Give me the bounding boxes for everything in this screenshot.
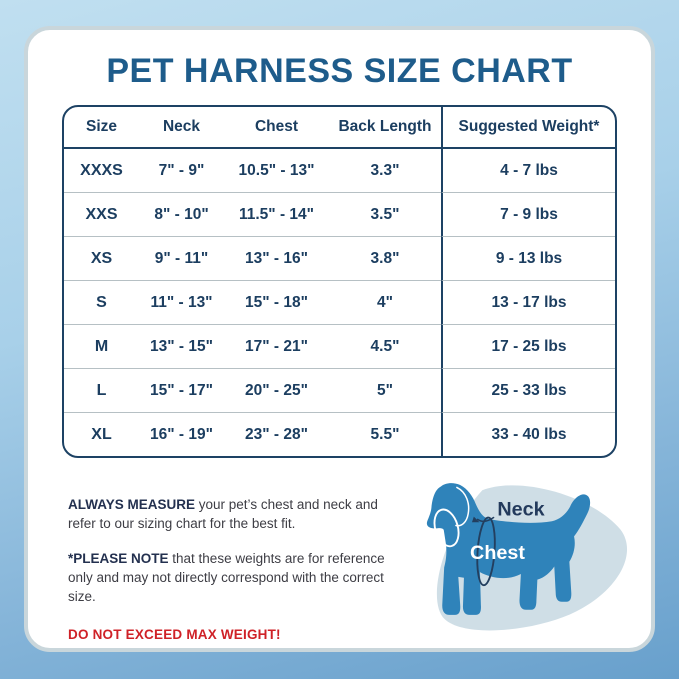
- table-cell-chest: 20" - 25": [224, 368, 329, 412]
- table-cell-weight: 4 - 7 lbs: [441, 149, 615, 192]
- table-cell-neck: 11" - 13": [139, 280, 224, 324]
- please-note: *PLEASE NOTE that these weights are for …: [68, 550, 407, 607]
- table-cell-back-length: 4.5": [329, 324, 441, 368]
- table-cell-weight: 25 - 33 lbs: [441, 368, 615, 412]
- measure-note-lead: ALWAYS MEASURE: [68, 497, 196, 512]
- table-cell-chest: 13" - 16": [224, 236, 329, 280]
- notes-section: ALWAYS MEASURE your pet’s chest and neck…: [68, 462, 407, 648]
- table-cell-size: XL: [64, 412, 139, 456]
- table-cell-size: S: [64, 280, 139, 324]
- table-cell-weight: 13 - 17 lbs: [441, 280, 615, 324]
- measure-note-text: your pet’s chest and neck and refer to o…: [68, 497, 378, 531]
- table-cell-size: XS: [64, 236, 139, 280]
- column-header-suggested-weight: Suggested Weight*: [441, 107, 615, 149]
- column-header-neck: Neck: [139, 107, 224, 149]
- table-cell-size: XXS: [64, 192, 139, 236]
- table-cell-size: M: [64, 324, 139, 368]
- table-cell-back-length: 5": [329, 368, 441, 412]
- neck-measure-line: [433, 508, 460, 548]
- chest-measure-line: [476, 516, 496, 587]
- table-cell-neck: 16" - 19": [139, 412, 224, 456]
- column-header-size: Size: [64, 107, 139, 149]
- column-header-back-length: Back Length: [329, 107, 441, 149]
- footer-section: ALWAYS MEASURE your pet’s chest and neck…: [28, 462, 651, 648]
- dog-measurement-diagram: Neck Chest: [407, 462, 647, 648]
- table-cell-chest: 15" - 18": [224, 280, 329, 324]
- neck-pointer-line: [476, 516, 495, 523]
- table-cell-neck: 7" - 9": [158, 161, 205, 179]
- table-cell-chest: 10.5" - 13": [238, 161, 315, 179]
- table-cell-neck: 8" - 10": [139, 192, 224, 236]
- table-cell-neck: 15" - 17": [139, 368, 224, 412]
- table-cell-chest: 17" - 21": [224, 324, 329, 368]
- neck-label: Neck: [497, 499, 544, 521]
- table-cell-back-length: 3.5": [329, 192, 441, 236]
- ear-outline: [455, 486, 470, 527]
- measure-note: ALWAYS MEASURE your pet’s chest and neck…: [68, 496, 407, 534]
- neck-pointer-arrowhead: [471, 516, 480, 523]
- chest-label: Chest: [470, 542, 525, 564]
- table-cell-weight: 9 - 13 lbs: [441, 236, 615, 280]
- table-cell-neck: 13" - 15": [139, 324, 224, 368]
- column-header-chest: Chest: [224, 107, 329, 149]
- table-cell-weight: 33 - 40 lbs: [441, 412, 615, 456]
- table-cell-chest: 11.5" - 14": [224, 192, 329, 236]
- table-cell-weight: 7 - 9 lbs: [441, 192, 615, 236]
- page-title: PET HARNESS SIZE CHART: [106, 52, 573, 90]
- please-note-text: that these weights are for reference onl…: [68, 550, 385, 604]
- table-cell-chest: 23" - 28": [224, 412, 329, 456]
- table-cell-back-length: 4": [329, 280, 441, 324]
- table-cell-size: XXXS: [80, 161, 123, 179]
- max-weight-warning: DO NOT EXCEED MAX WEIGHT!: [68, 627, 281, 643]
- table-cell-size: L: [64, 368, 139, 412]
- table-cell-back-length: 3.3": [370, 161, 400, 179]
- table-cell-neck: 9" - 11": [139, 236, 224, 280]
- please-note-lead: *PLEASE NOTE: [68, 550, 169, 566]
- table-cell-back-length: 5.5": [329, 412, 441, 456]
- size-chart-card: PET HARNESS SIZE CHART Size Neck Chest B…: [24, 26, 655, 652]
- size-table: Size Neck Chest Back Length Suggested We…: [62, 105, 617, 458]
- table-cell-weight: 17 - 25 lbs: [441, 324, 615, 368]
- table-cell-back-length: 3.8": [329, 236, 441, 280]
